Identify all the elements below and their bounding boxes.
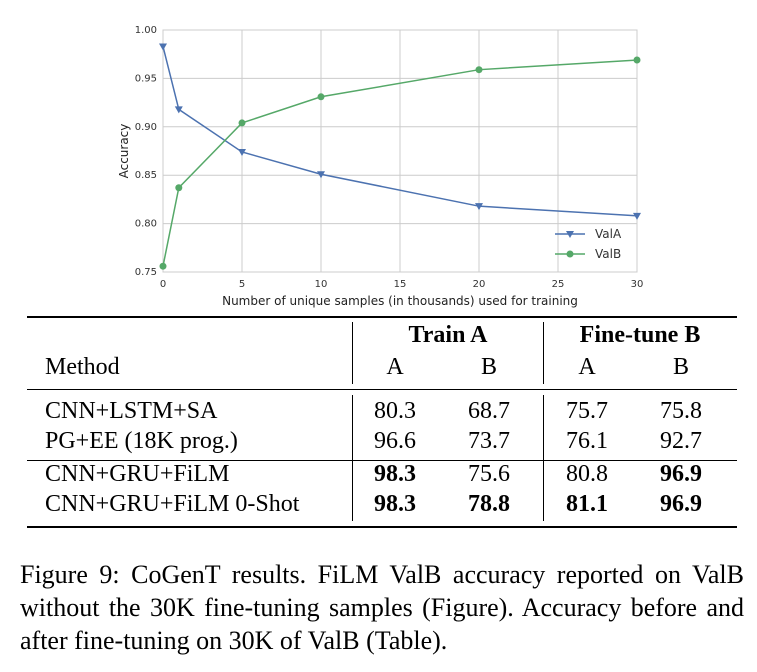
x-tick-label: 25 — [552, 279, 565, 290]
chart-legend: ValA ValB — [555, 227, 622, 261]
x-axis-label: Number of unique samples (in thousands) … — [222, 294, 578, 308]
y-tick-label: 0.75 — [135, 267, 157, 278]
table-cell: 96.9 — [660, 461, 702, 487]
plot-frame — [162, 29, 638, 273]
column-divider-right — [543, 322, 544, 384]
legend-valb-label: ValB — [595, 247, 621, 261]
table-bottom-rule — [27, 526, 737, 528]
y-tick-label: 1.00 — [135, 25, 157, 36]
x-tick-label: 5 — [239, 279, 245, 290]
legend-vala-marker — [566, 231, 574, 238]
column-divider-left — [352, 322, 353, 384]
data-point-valb — [175, 184, 183, 192]
data-point-valb — [238, 119, 246, 127]
y-tick-label: 0.90 — [135, 122, 157, 133]
table-cell: 68.7 — [468, 398, 510, 424]
header-rule — [27, 389, 737, 390]
table-row-method: CNN+LSTM+SA — [45, 398, 218, 424]
subheader-fine-tune-a: A — [578, 354, 596, 380]
table-cell: 81.1 — [566, 491, 608, 517]
column-divider-right-body — [543, 395, 544, 521]
figure-caption: Figure 9: CoGenT results. FiLM ValB accu… — [20, 560, 744, 655]
data-point-valb — [633, 56, 641, 64]
table-cell: 98.3 — [374, 491, 416, 517]
data-point-vala — [159, 43, 167, 51]
table-row-method: CNN+GRU+FiLM — [45, 461, 230, 487]
table-cell: 75.6 — [468, 461, 510, 487]
y-tick-label: 0.95 — [135, 73, 157, 84]
mid-rule — [27, 460, 737, 461]
table-cell: 96.9 — [660, 491, 702, 517]
data-point-valb — [475, 66, 483, 74]
table-row-method: PG+EE (18K prog.) — [45, 428, 238, 454]
data-point-vala — [174, 106, 183, 114]
table-cell: 75.7 — [566, 398, 608, 424]
method-header: Method — [45, 354, 120, 380]
group-header-fine-tune-b: Fine-tune B — [579, 322, 701, 348]
legend-valb-marker — [566, 250, 574, 258]
subheader-train-a-a: A — [386, 354, 404, 380]
group-header-train-a: Train A — [408, 322, 488, 348]
x-tick-label: 20 — [473, 279, 486, 290]
table-cell: 76.1 — [566, 428, 608, 454]
subheader-fine-tune-b: B — [672, 354, 690, 380]
y-tick-label: 0.85 — [135, 170, 157, 181]
chart-series — [159, 43, 641, 270]
y-axis-label: Accuracy — [117, 124, 131, 179]
table-cell: 92.7 — [660, 428, 702, 454]
table-cell: 78.8 — [468, 491, 510, 517]
x-tick-label: 10 — [315, 279, 328, 290]
table-cell: 73.7 — [468, 428, 510, 454]
data-point-vala — [317, 171, 325, 179]
accuracy-line-chart: 0.75 0.80 0.85 0.90 0.95 1.00 0 5 10 15 20 25 30 Ac… — [117, 25, 644, 308]
x-tick-labels: 0 5 10 15 20 25 30 — [160, 279, 644, 290]
x-tick-label: 0 — [160, 279, 166, 290]
y-tick-labels: 0.75 0.80 0.85 0.90 0.95 1.00 — [135, 25, 157, 278]
table-cell: 80.8 — [566, 461, 608, 487]
chart-grid — [162, 29, 638, 273]
column-divider-left-body — [352, 395, 353, 521]
legend-vala-label: ValA — [595, 227, 622, 241]
series-line-vala — [162, 46, 638, 217]
table-row-method: CNN+GRU+FiLM 0-Shot — [45, 491, 300, 517]
data-point-valb — [317, 93, 325, 101]
subheader-train-a-b: B — [480, 354, 498, 380]
table-cell: 98.3 — [374, 461, 416, 487]
data-point-vala — [633, 212, 641, 220]
x-tick-label: 30 — [631, 279, 644, 290]
table-cell: 96.6 — [374, 428, 416, 454]
y-tick-label: 0.80 — [135, 219, 157, 230]
data-point-valb — [159, 262, 167, 270]
x-tick-label: 15 — [394, 279, 407, 290]
table-top-rule — [27, 316, 737, 318]
table-cell: 75.8 — [660, 398, 702, 424]
data-point-vala — [238, 148, 246, 156]
series-line-valb — [162, 59, 638, 267]
table-cell: 80.3 — [374, 398, 416, 424]
data-point-vala — [475, 203, 483, 211]
